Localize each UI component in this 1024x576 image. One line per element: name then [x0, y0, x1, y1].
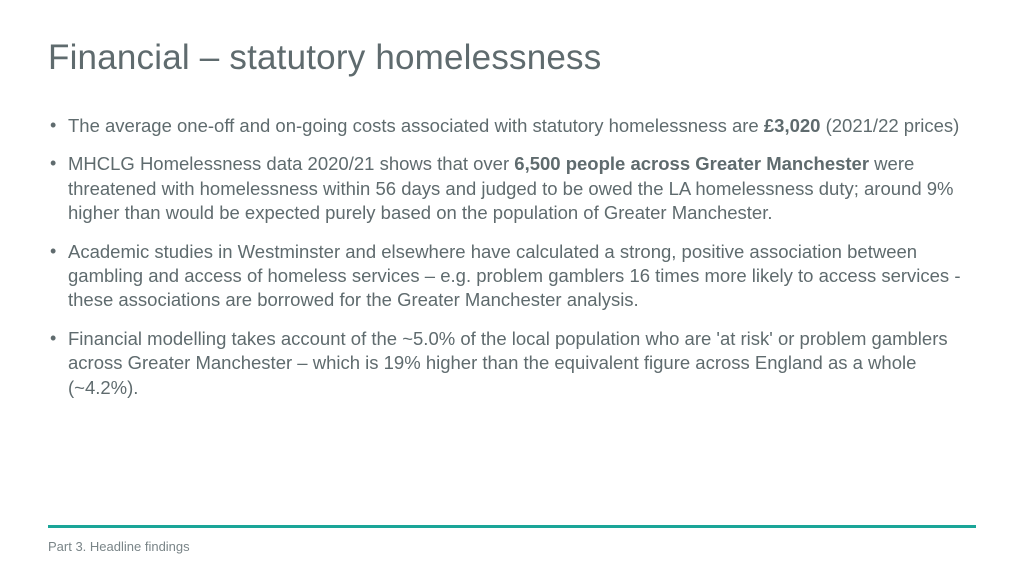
divider-rule	[48, 525, 976, 528]
bullet-text-pre: The average one-off and on-going costs a…	[68, 115, 764, 136]
slide-title: Financial – statutory homelessness	[48, 38, 976, 78]
bullet-text-bold: 6,500 people across Greater Manchester	[514, 153, 869, 174]
list-item: MHCLG Homelessness data 2020/21 shows th…	[48, 152, 976, 225]
list-item: Financial modelling takes account of the…	[48, 327, 976, 400]
bullet-text-pre: Academic studies in Westminster and else…	[68, 241, 960, 311]
bullet-list: The average one-off and on-going costs a…	[48, 114, 976, 400]
list-item: The average one-off and on-going costs a…	[48, 114, 976, 138]
bullet-text-bold: £3,020	[764, 115, 821, 136]
bullet-text-post: (2021/22 prices)	[820, 115, 959, 136]
bullet-text-pre: Financial modelling takes account of the…	[68, 328, 948, 398]
footer-label: Part 3. Headline findings	[48, 539, 190, 554]
list-item: Academic studies in Westminster and else…	[48, 240, 976, 313]
bullet-text-pre: MHCLG Homelessness data 2020/21 shows th…	[68, 153, 514, 174]
